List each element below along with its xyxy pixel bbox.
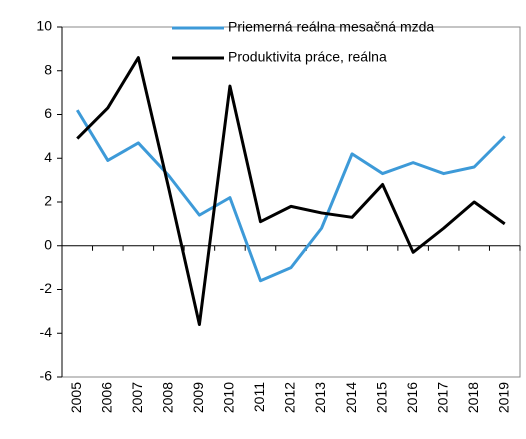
x-tick-label: 2016 <box>404 382 420 413</box>
x-tick-label: 2010 <box>221 382 237 413</box>
series-line <box>76 56 506 326</box>
legend-label: Priemerná reálna mesačná mzda <box>228 19 434 35</box>
x-tick-label: 2009 <box>190 382 206 413</box>
y-tick-label: 4 <box>44 149 52 165</box>
y-tick-label: 10 <box>36 18 52 34</box>
x-tick-label: 2008 <box>160 382 176 413</box>
x-tick-label: 2005 <box>68 382 84 413</box>
legend-label: Produktivita práce, reálna <box>228 49 387 65</box>
x-tick-label: 2019 <box>495 382 511 413</box>
x-tick-label: 2007 <box>129 382 145 413</box>
y-tick-label: -6 <box>40 368 53 384</box>
y-tick-label: 8 <box>44 61 52 77</box>
plot-frame <box>61 26 521 378</box>
x-tick-label: 2012 <box>282 382 298 413</box>
y-tick-label: 2 <box>44 193 52 209</box>
y-tick-label: 6 <box>44 105 52 121</box>
x-tick-label: 2011 <box>251 382 267 412</box>
x-tick-label: 2006 <box>99 382 115 413</box>
y-tick-label: -4 <box>40 324 53 340</box>
x-tick-label: 2018 <box>465 382 481 413</box>
y-tick-label: -2 <box>40 280 53 296</box>
x-tick-label: 2014 <box>343 382 359 413</box>
x-tick-label: 2015 <box>373 382 389 413</box>
series-line <box>75 109 506 283</box>
y-tick-label: 0 <box>44 236 52 252</box>
x-tick-label: 2013 <box>312 382 328 413</box>
x-tick-label: 2017 <box>434 382 450 413</box>
